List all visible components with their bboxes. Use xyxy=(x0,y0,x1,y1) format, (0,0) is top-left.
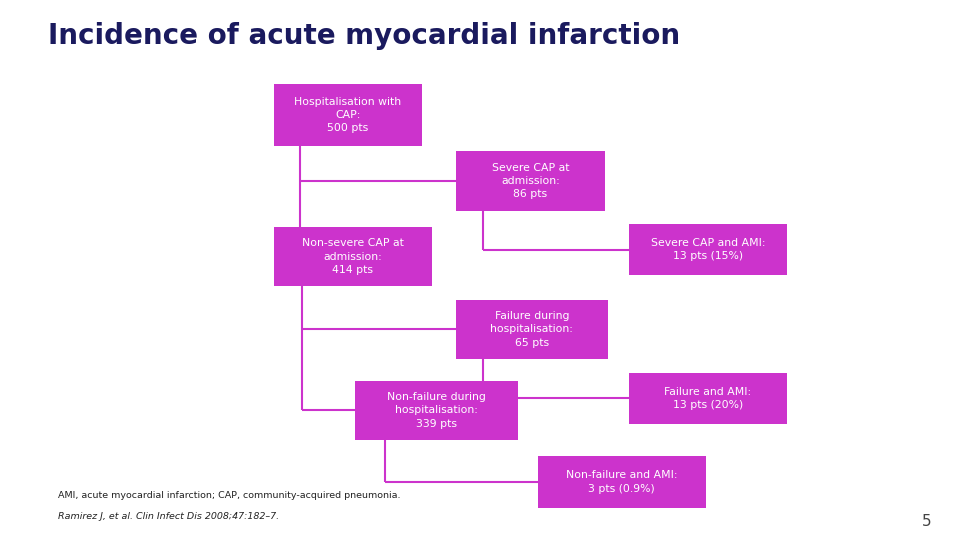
Text: Hospitalisation with
CAP:
500 pts: Hospitalisation with CAP: 500 pts xyxy=(295,97,401,133)
FancyBboxPatch shape xyxy=(629,373,787,424)
FancyBboxPatch shape xyxy=(274,227,432,286)
Text: Severe CAP and AMI:
13 pts (15%): Severe CAP and AMI: 13 pts (15%) xyxy=(651,238,765,261)
Text: Non-failure during
hospitalisation:
339 pts: Non-failure during hospitalisation: 339 … xyxy=(388,392,486,429)
FancyBboxPatch shape xyxy=(456,151,605,211)
FancyBboxPatch shape xyxy=(629,224,787,275)
FancyBboxPatch shape xyxy=(538,456,706,508)
FancyBboxPatch shape xyxy=(456,300,608,359)
Text: Failure and AMI:
13 pts (20%): Failure and AMI: 13 pts (20%) xyxy=(664,387,752,410)
FancyBboxPatch shape xyxy=(274,84,422,146)
Text: Ramirez J, et al. Clin Infect Dis 2008;47:182–7.: Ramirez J, et al. Clin Infect Dis 2008;4… xyxy=(58,512,278,521)
Text: 5: 5 xyxy=(922,514,931,529)
Text: Failure during
hospitalisation:
65 pts: Failure during hospitalisation: 65 pts xyxy=(491,311,573,348)
Text: Incidence of acute myocardial infarction: Incidence of acute myocardial infarction xyxy=(48,22,680,50)
Text: AMI, acute myocardial infarction; CAP, community-acquired pneumonia.: AMI, acute myocardial infarction; CAP, c… xyxy=(58,490,400,500)
Text: Severe CAP at
admission:
86 pts: Severe CAP at admission: 86 pts xyxy=(492,163,569,199)
FancyBboxPatch shape xyxy=(355,381,518,440)
Text: Non-severe CAP at
admission:
414 pts: Non-severe CAP at admission: 414 pts xyxy=(301,238,404,275)
Text: Non-failure and AMI:
3 pts (0.9%): Non-failure and AMI: 3 pts (0.9%) xyxy=(565,470,678,494)
